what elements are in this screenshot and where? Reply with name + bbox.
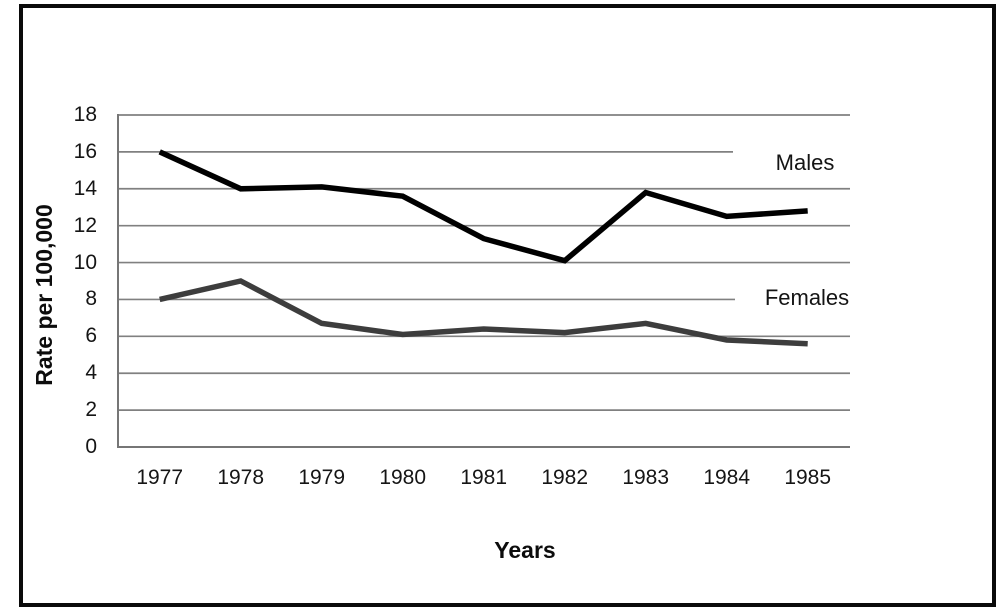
y-tick-label: 4 (85, 361, 97, 385)
x-tick-label: 1980 (379, 466, 427, 489)
y-tick-label: 18 (73, 103, 97, 126)
x-axis-title: Years (494, 537, 556, 563)
y-axis-title: Rate per 100,000 (31, 204, 57, 386)
y-tick-label: 12 (73, 213, 97, 237)
x-tick-label: 1983 (622, 466, 670, 489)
x-tick-label: 1977 (136, 466, 184, 489)
series-label-males: Males (775, 150, 835, 175)
series-label-females: Females (764, 285, 850, 310)
y-tick-label: 6 (85, 324, 97, 348)
y-tick-label: 16 (73, 139, 97, 163)
y-tick-label: 2 (85, 398, 97, 422)
chart-frame (19, 4, 996, 607)
x-tick-label: 1978 (217, 466, 265, 489)
females-line (159, 278, 808, 347)
y-tick-label: 14 (73, 176, 97, 200)
x-tick-label: 1985 (784, 466, 832, 489)
males-line (158, 149, 808, 264)
x-tick-label: 1981 (460, 466, 508, 489)
x-tick-label: 1979 (298, 466, 346, 489)
x-tick-label: 1982 (541, 466, 589, 489)
y-tick-label: 0 (85, 435, 97, 458)
y-tick-label: 8 (85, 287, 97, 311)
y-tick-label: 10 (73, 250, 97, 274)
x-tick-label: 1984 (703, 466, 751, 489)
